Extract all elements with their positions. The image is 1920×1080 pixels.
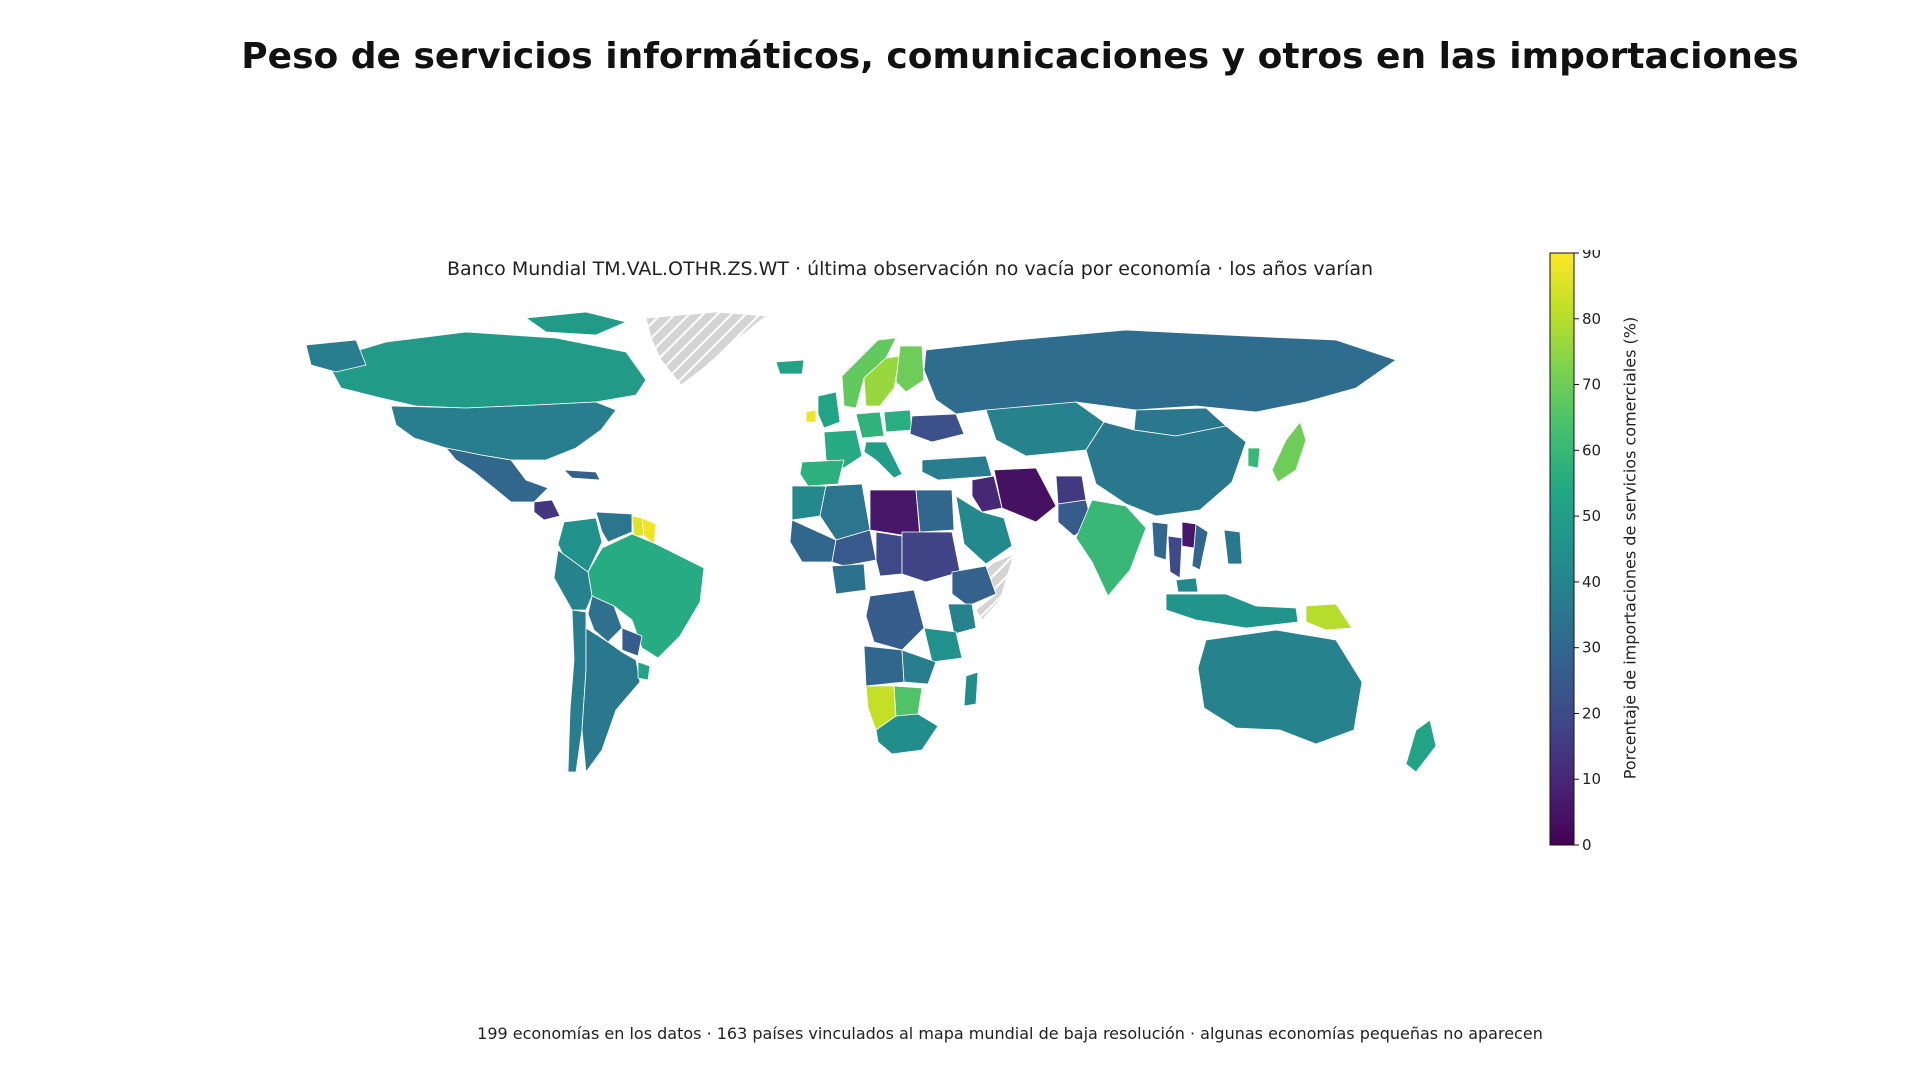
colorbar-tick-label: 10 <box>1582 770 1601 788</box>
country-sudan <box>901 531 961 583</box>
country-kazakhstan <box>985 401 1105 457</box>
country-philippines <box>1223 529 1243 565</box>
country-ethiopia <box>951 565 997 607</box>
country-iran <box>993 467 1057 523</box>
country-vietnam <box>1191 523 1209 571</box>
country-afghanistan <box>1055 475 1087 505</box>
country-sweden <box>863 355 901 407</box>
country-botswana <box>893 685 923 717</box>
country-australia <box>1197 629 1363 745</box>
country-united-states <box>305 339 617 461</box>
country-new-zealand <box>1405 719 1437 773</box>
country-france <box>823 429 863 469</box>
colorbar-tick-label: 20 <box>1582 704 1601 722</box>
footnote: 199 economías en los datos · 163 países … <box>477 1024 1543 1043</box>
country-ukraine <box>909 413 965 443</box>
country-myanmar <box>1151 521 1169 561</box>
colorbar-tick-label: 0 <box>1582 836 1592 850</box>
colorbar-tick-label: 40 <box>1582 573 1601 591</box>
country-paraguay <box>621 627 643 657</box>
country-zambia <box>901 649 937 685</box>
colorbar-tick-label: 80 <box>1582 310 1601 328</box>
country-laos <box>1181 521 1197 549</box>
country-china <box>1085 421 1247 517</box>
country-iceland <box>775 359 805 375</box>
country-kenya <box>947 603 977 635</box>
country-canada <box>325 311 647 409</box>
country-egypt <box>915 489 955 533</box>
country-congo-dr <box>865 589 925 651</box>
country-india <box>1075 499 1147 597</box>
country-united-kingdom <box>817 391 841 429</box>
country-papua-new-guinea <box>1305 603 1353 631</box>
country-angola <box>863 645 905 687</box>
country-japan <box>1271 421 1307 483</box>
country-somalia <box>975 553 1015 621</box>
country-algeria <box>819 483 871 541</box>
colorbar-label-text: Porcentaje de importaciones de servicios… <box>1620 316 1640 779</box>
country-tanzania <box>923 627 963 663</box>
country-russia <box>923 329 1397 415</box>
country-niger <box>831 529 877 567</box>
country-spain <box>799 459 845 487</box>
country-italy <box>863 441 903 479</box>
chart-subtitle: Banco Mundial TM.VAL.OTHR.ZS.WT · última… <box>447 258 1373 280</box>
country-finland <box>895 345 925 393</box>
colorbar-label: Porcentaje de importaciones de servicios… <box>1610 250 1650 845</box>
colorbar-tick-label: 70 <box>1582 376 1601 394</box>
country-madagascar <box>963 671 979 707</box>
country-saudi-arabia <box>955 495 1013 565</box>
country-peru <box>553 549 593 611</box>
colorbar-tick-label: 30 <box>1582 639 1601 657</box>
country-thailand <box>1167 535 1183 579</box>
colorbar: 0 10 20 30 40 50 60 70 80 90 <box>1549 250 1601 850</box>
country-ireland <box>805 409 817 423</box>
country-venezuela <box>595 511 633 543</box>
country-poland <box>883 409 913 433</box>
country-korea <box>1247 447 1261 469</box>
country-argentina <box>581 627 641 774</box>
country-malaysia <box>1175 577 1199 593</box>
colorbar-tick-label: 50 <box>1582 507 1601 525</box>
country-greenland <box>645 311 768 386</box>
country-guatemala <box>533 499 561 521</box>
country-libya <box>869 489 921 539</box>
country-south-africa <box>875 713 939 755</box>
colorbar-gradient <box>1549 252 1575 846</box>
country-mali <box>789 519 837 563</box>
country-cuba <box>562 469 601 481</box>
country-turkey <box>921 455 993 481</box>
country-uruguay <box>637 661 651 681</box>
country-indonesia <box>1165 593 1299 629</box>
country-iraq <box>971 475 1003 513</box>
colorbar-tick-label: 90 <box>1582 250 1601 262</box>
country-germany <box>855 411 885 439</box>
country-nigeria <box>831 563 867 595</box>
world-choropleth-map <box>305 311 1437 774</box>
chart-title: Peso de servicios informáticos, comunica… <box>241 36 1799 77</box>
colorbar-tick-label: 60 <box>1582 441 1601 459</box>
country-chad <box>875 531 903 577</box>
